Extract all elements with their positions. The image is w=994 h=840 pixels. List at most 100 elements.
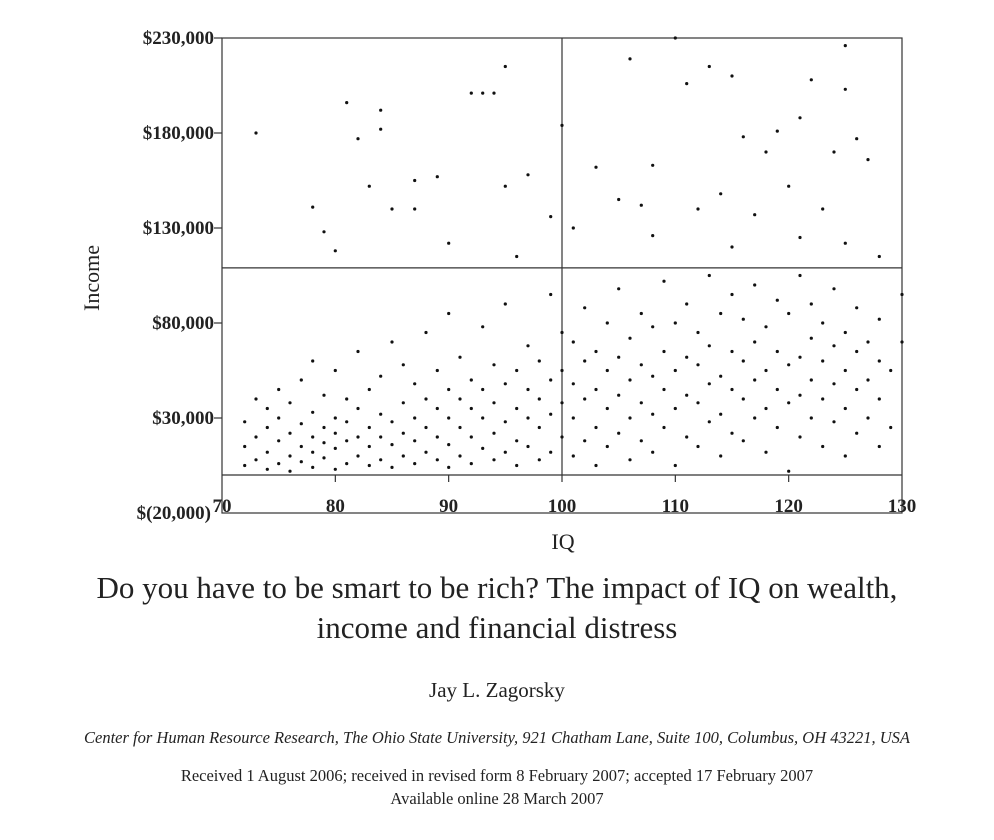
data-point: [798, 273, 802, 278]
data-point: [299, 460, 303, 464]
data-point: [889, 368, 893, 373]
data-point: [809, 416, 813, 420]
data-point: [311, 435, 315, 439]
data-point: [843, 368, 847, 373]
data-point: [458, 397, 462, 401]
data-point: [628, 57, 632, 61]
available-online-date: Available online 28 March 2007: [390, 789, 604, 808]
y-tick-label: $180,000: [143, 123, 214, 144]
data-point: [753, 213, 757, 217]
data-point: [707, 273, 711, 278]
data-point: [787, 469, 791, 473]
data-point: [571, 226, 575, 230]
data-point: [469, 406, 473, 411]
x-tick-label: 70: [213, 496, 232, 517]
data-point: [821, 321, 825, 325]
data-point: [481, 416, 485, 420]
data-point: [311, 465, 315, 469]
x-tick-label: 80: [326, 496, 345, 517]
data-point: [821, 359, 825, 363]
data-point: [594, 463, 598, 468]
data-point: [571, 382, 575, 386]
data-point: [413, 416, 417, 420]
data-point: [492, 401, 496, 405]
data-point: [322, 441, 326, 445]
data-point: [855, 431, 859, 435]
data-point: [560, 368, 564, 373]
data-point: [809, 378, 813, 382]
data-point: [775, 387, 779, 392]
data-point: [855, 306, 859, 310]
data-point: [447, 465, 451, 469]
data-point: [503, 420, 507, 424]
data-point: [651, 450, 655, 454]
data-point: [843, 454, 847, 458]
data-point: [277, 387, 281, 392]
data-point: [311, 205, 315, 209]
data-point: [662, 425, 666, 430]
data-point: [662, 279, 666, 283]
data-point: [685, 302, 689, 306]
y-tick-label: $30,000: [152, 408, 214, 429]
data-point: [753, 340, 757, 344]
data-point: [311, 450, 315, 454]
data-point: [458, 454, 462, 458]
data-point: [617, 197, 621, 202]
data-point: [832, 344, 836, 348]
data-point: [560, 435, 564, 439]
data-point: [299, 444, 303, 449]
data-point: [583, 306, 587, 310]
data-point: [413, 178, 417, 183]
data-point: [435, 435, 439, 439]
y-tick-label: $(20,000): [137, 503, 211, 524]
data-point: [345, 439, 349, 443]
data-point: [764, 368, 768, 373]
data-point: [322, 425, 326, 430]
data-point: [719, 454, 723, 458]
data-point: [696, 401, 700, 405]
data-point: [662, 387, 666, 392]
data-point: [413, 439, 417, 443]
data-point: [243, 420, 247, 424]
data-point: [843, 406, 847, 411]
data-point: [447, 241, 451, 245]
x-tick-label: 120: [774, 496, 803, 517]
data-point: [379, 435, 383, 439]
data-point: [877, 397, 881, 401]
data-point: [843, 241, 847, 245]
data-point: [877, 317, 881, 321]
data-point: [696, 207, 700, 211]
data-point: [673, 368, 677, 373]
data-point: [730, 349, 734, 354]
data-point: [254, 435, 258, 439]
iq-income-scatter-chart: $(20,000) $30,000 $80,000 $130,000 $180,000 $…: [79, 28, 916, 554]
data-point: [628, 336, 632, 340]
data-point: [753, 283, 757, 287]
data-point: [492, 91, 496, 95]
data-point: [503, 382, 507, 386]
data-point: [651, 234, 655, 238]
data-point: [741, 135, 745, 139]
data-point: [413, 462, 417, 466]
data-point: [537, 458, 541, 462]
x-tick-label: 100: [548, 496, 577, 517]
data-point: [741, 359, 745, 363]
y-axis-label: Income: [79, 245, 104, 311]
data-point: [469, 435, 473, 439]
data-point: [469, 91, 473, 95]
data-point: [322, 393, 326, 397]
data-point: [594, 387, 598, 392]
data-point: [719, 311, 723, 316]
data-point: [696, 444, 700, 449]
data-point: [277, 462, 281, 466]
data-point: [367, 444, 371, 449]
data-point: [492, 458, 496, 462]
data-point: [390, 420, 394, 424]
data-point: [469, 378, 473, 382]
data-point: [594, 425, 598, 430]
data-point: [571, 454, 575, 458]
paper-title: Do you have to be smart to be rich? The …: [0, 568, 994, 648]
data-point: [639, 363, 643, 367]
data-point: [877, 254, 881, 259]
data-point: [390, 465, 394, 469]
